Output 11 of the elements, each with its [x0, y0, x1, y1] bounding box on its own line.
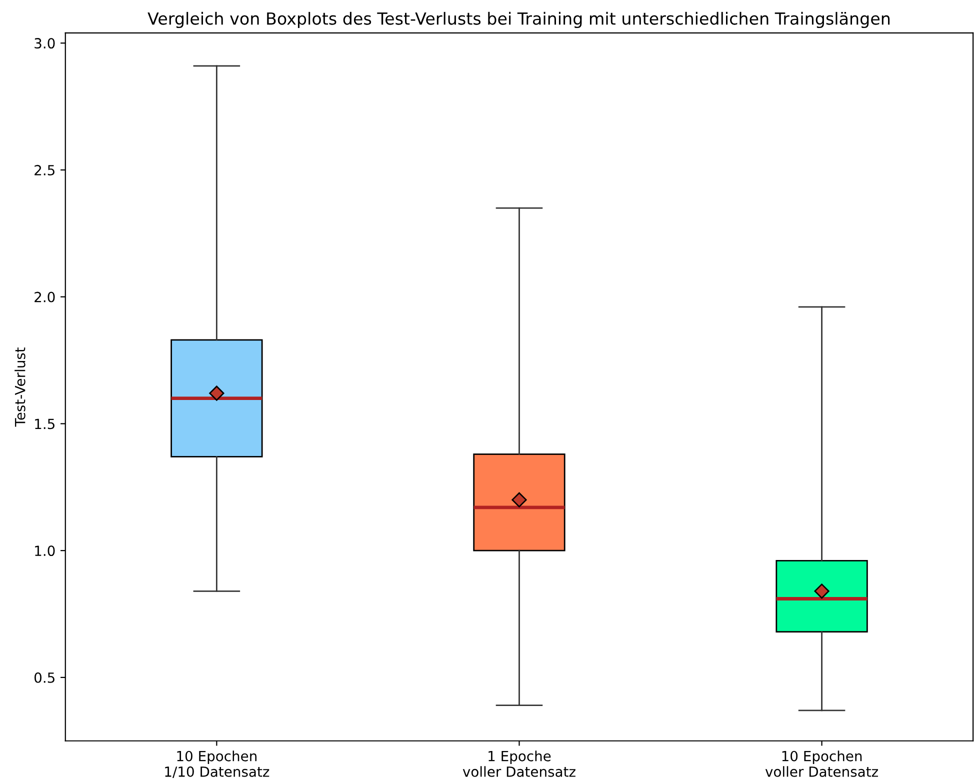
x-tick-label: 10 Epochen 1/10 Datensatz [165, 750, 270, 778]
y-axis-title: Test-Verlust [14, 347, 26, 427]
y-tick-label: 1.0 [35, 546, 55, 556]
x-tick-label: 1 Epoche voller Datensatz [462, 750, 576, 777]
chart-title: Vergleich von Boxplots des Test-Verlusts bei Training mit unterschiedlichen Traingslängen [148, 12, 890, 28]
y-tick-label: 3.0 [34, 38, 55, 49]
y-tick-label: 2.5 [34, 164, 54, 176]
x-tick-label: 10 Epochen voller Datensatz [765, 750, 878, 777]
y-tick-label: 2.0 [34, 292, 55, 302]
y-tick-label: 0.5 [34, 672, 54, 683]
y-tick-label: 1.5 [35, 418, 54, 430]
